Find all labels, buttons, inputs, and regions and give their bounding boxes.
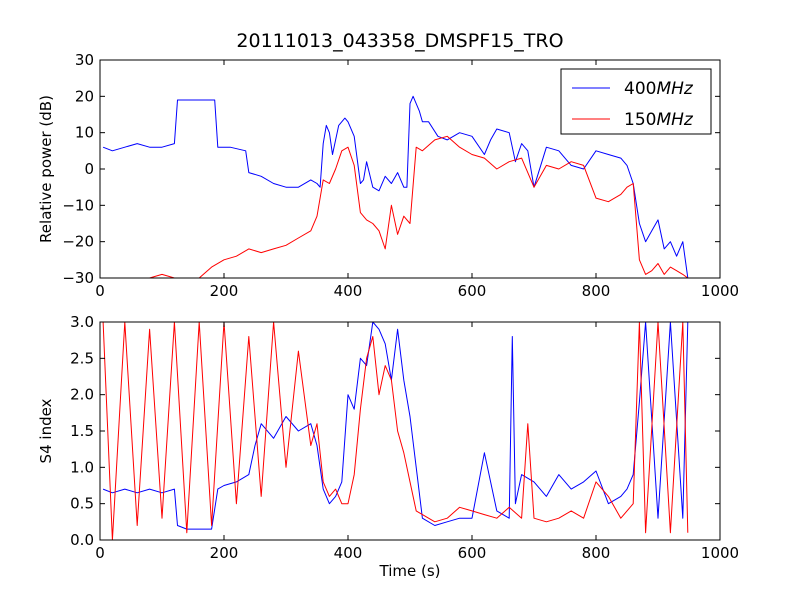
x-tick-label: 200 xyxy=(210,282,239,300)
x-axis-label: Time (s) xyxy=(379,562,441,580)
legend: 400MHz 150MHz xyxy=(560,68,712,135)
series-150mhz-line xyxy=(103,135,689,278)
y-axis-label: Relative power (dB) xyxy=(37,95,55,243)
y-tick-label: 0.5 xyxy=(70,495,94,513)
series-400mhz-line xyxy=(102,322,689,530)
x-tick-label: 800 xyxy=(582,282,611,300)
chart-title: 20111013_043358_DMSPF15_TRO xyxy=(236,30,564,52)
series-150mhz-line xyxy=(102,322,689,540)
y-tick-label: 0 xyxy=(84,160,94,178)
x-tick-label: 1000 xyxy=(701,544,739,562)
y-tick-label: 20 xyxy=(75,87,94,105)
x-tick-label: 600 xyxy=(458,544,487,562)
series-group xyxy=(102,95,689,278)
y-tick-label: 10 xyxy=(75,124,94,142)
y-tick-label: 2.0 xyxy=(70,386,94,404)
y-tick-label: −10 xyxy=(62,196,94,214)
legend-label: 400MHz xyxy=(624,79,694,99)
y-tick-label: 1.0 xyxy=(70,458,94,476)
series-group xyxy=(102,322,689,540)
legend-label: 150MHz xyxy=(624,110,694,130)
series-400mhz-line xyxy=(102,95,689,278)
x-tick-label: 200 xyxy=(210,544,239,562)
x-tick-label: 400 xyxy=(334,282,363,300)
y-tick-label: 2.5 xyxy=(70,349,94,367)
y-tick-label: 1.5 xyxy=(70,422,94,440)
x-tick-label: 0 xyxy=(95,282,105,300)
x-tick-label: 400 xyxy=(334,544,363,562)
power-panel: 0 200 400 600 800 1000 −30 −20 −10 0 10 20 30 Relativ… xyxy=(37,51,739,300)
y-tick-label: 30 xyxy=(75,51,94,69)
x-tick-label: 600 xyxy=(458,282,487,300)
x-tick-label: 1000 xyxy=(701,282,739,300)
legend-box xyxy=(560,68,712,135)
y-tick-label: 3.0 xyxy=(70,313,94,331)
y-tick-label: −30 xyxy=(62,269,94,287)
y-tick-label: −20 xyxy=(62,233,94,251)
y-tick-label: 0.0 xyxy=(70,531,94,549)
x-tick-label: 0 xyxy=(95,544,105,562)
x-tick-label: 800 xyxy=(582,544,611,562)
s4-panel: 0 200 400 600 800 1000 0.0 0.5 1.0 1.5 2.0 2.5 3.0 S4… xyxy=(37,313,739,580)
y-axis-label: S4 index xyxy=(37,398,55,463)
